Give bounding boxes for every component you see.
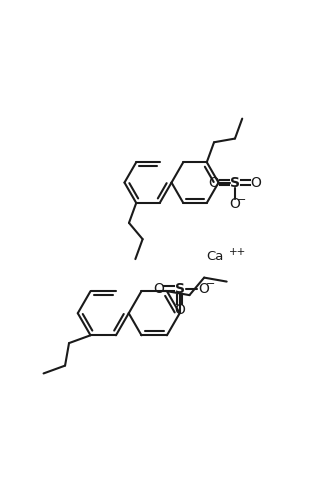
Text: O: O [208,175,219,190]
Text: ++: ++ [229,247,246,257]
Text: −: − [237,194,246,205]
Text: O: O [230,197,240,211]
Text: O: O [251,175,261,190]
Text: O: O [198,282,209,295]
Text: −: − [206,279,215,290]
Text: S: S [175,282,185,295]
Text: S: S [230,175,240,190]
Text: Ca: Ca [206,250,224,262]
Text: O: O [174,303,185,317]
Text: O: O [153,282,164,295]
